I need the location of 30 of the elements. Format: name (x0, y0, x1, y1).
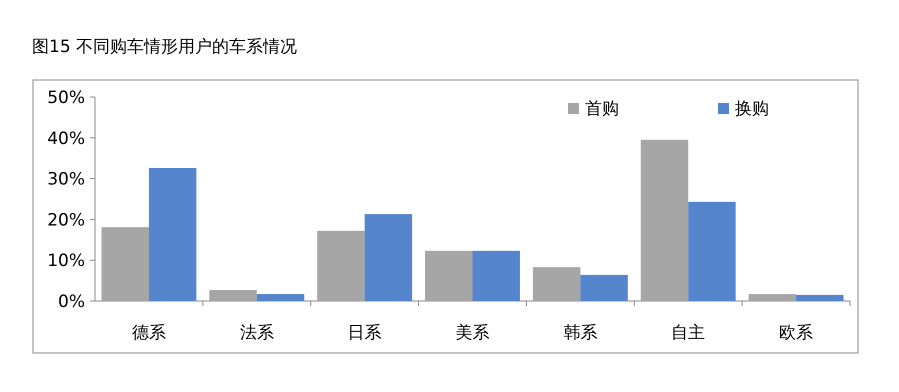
bar (532, 267, 580, 301)
bar (364, 214, 412, 301)
bar (688, 202, 736, 301)
x-tick-label: 韩系 (563, 323, 598, 343)
chart-title: 图15 不同购车情形用户的车系情况 (32, 37, 298, 57)
y-tick-label: 30% (47, 170, 85, 190)
bar (148, 168, 196, 301)
y-tick-label: 20% (47, 210, 85, 230)
legend-label: 换购 (735, 99, 769, 119)
bar (101, 227, 149, 301)
y-tick-label: 10% (47, 251, 85, 272)
x-tick-label: 德系 (132, 323, 166, 343)
bar (425, 250, 472, 301)
x-tick-label: 法系 (240, 323, 274, 343)
y-tick-label: 0% (58, 292, 85, 312)
bar (256, 294, 304, 301)
bar (317, 230, 365, 301)
bar (472, 250, 520, 301)
legend-label: 首购 (585, 99, 619, 119)
x-tick-label: 自主 (671, 323, 706, 343)
x-tick-label: 欧系 (779, 323, 814, 343)
x-tick-label: 日系 (348, 323, 382, 343)
bar (640, 140, 688, 301)
bar (748, 294, 796, 301)
bar (209, 290, 257, 301)
bar (580, 274, 628, 301)
x-tick-label: 美系 (456, 323, 490, 343)
y-tick-label: 40% (47, 128, 85, 149)
y-tick-label: 50% (47, 88, 85, 108)
bar (796, 294, 844, 301)
